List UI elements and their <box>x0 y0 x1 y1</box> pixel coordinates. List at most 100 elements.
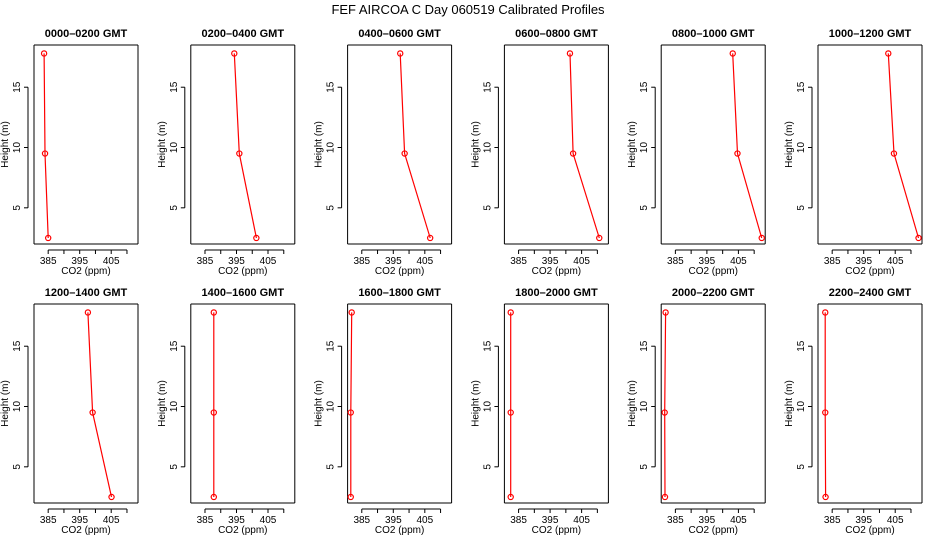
y-tick-label: 10 <box>796 142 807 154</box>
y-tick-label: 15 <box>796 81 807 93</box>
y-axis-label: Height (m) <box>157 380 168 427</box>
y-tick-label: 15 <box>326 340 337 352</box>
x-axis-label: CO2 (ppm) <box>61 525 110 536</box>
x-tick-label: 395 <box>71 256 88 267</box>
x-axis-label: CO2 (ppm) <box>845 525 894 536</box>
y-tick-label: 5 <box>12 464 23 470</box>
y-tick-label: 10 <box>326 142 337 154</box>
x-tick-label: 405 <box>573 515 590 526</box>
x-tick-label: 405 <box>260 256 277 267</box>
profile-point <box>108 493 115 501</box>
profile-point <box>729 50 736 57</box>
profile-point <box>84 309 92 316</box>
profile-point <box>41 150 49 157</box>
y-tick-label: 15 <box>169 81 180 93</box>
x-tick-label: 385 <box>667 515 684 526</box>
profile-line <box>399 53 431 239</box>
y-axis-label: Height (m) <box>627 380 638 427</box>
profile-point <box>507 309 514 316</box>
panel-title: 1600–1800 GMT <box>358 287 441 299</box>
profile-point <box>236 150 243 157</box>
y-tick-label: 15 <box>639 81 650 93</box>
profile-line <box>43 53 49 239</box>
x-tick-label: 405 <box>103 256 120 267</box>
figure-title: FEF AIRCOA C Day 060519 Calibrated Profi… <box>331 2 605 17</box>
panel-title: 0400–0600 GMT <box>358 28 441 40</box>
x-tick-label: 385 <box>510 256 527 267</box>
x-tick-label: 405 <box>573 256 590 267</box>
x-axis-label: CO2 (ppm) <box>218 525 267 536</box>
x-tick-label: 405 <box>103 515 120 526</box>
x-tick-label: 385 <box>824 256 841 267</box>
y-axis-label: Height (m) <box>784 380 795 427</box>
panel-title: 0600–0800 GMT <box>515 28 598 40</box>
y-tick-label: 10 <box>482 401 493 413</box>
profile-line <box>569 53 600 239</box>
y-tick-label: 10 <box>12 142 23 154</box>
x-axis-label: CO2 (ppm) <box>218 266 267 277</box>
profile-line <box>887 53 920 239</box>
profile-point <box>347 409 354 416</box>
profile-point <box>507 409 514 416</box>
x-tick-label: 405 <box>730 515 747 526</box>
y-tick-label: 10 <box>796 401 807 413</box>
y-tick-label: 10 <box>639 142 650 154</box>
profile-point <box>662 309 669 316</box>
y-tick-label: 5 <box>169 464 180 470</box>
profile-point <box>596 234 603 242</box>
profile-point <box>661 493 669 501</box>
profile-point <box>253 234 260 242</box>
y-tick-label: 10 <box>326 401 337 413</box>
y-tick-label: 15 <box>12 340 23 352</box>
profile-point <box>734 150 741 157</box>
y-tick-label: 5 <box>12 205 23 211</box>
y-tick-label: 10 <box>169 142 180 154</box>
profile-point <box>885 50 892 57</box>
x-tick-label: 385 <box>510 515 527 526</box>
profile-point <box>44 234 52 242</box>
x-tick-label: 395 <box>385 256 402 267</box>
x-tick-label: 385 <box>197 256 214 267</box>
profile-point <box>822 409 829 416</box>
profile-point <box>231 50 238 57</box>
x-tick-label: 395 <box>542 515 559 526</box>
y-tick-label: 15 <box>639 340 650 352</box>
profile-point <box>915 234 922 242</box>
profile-point <box>401 150 408 157</box>
x-axis-label: CO2 (ppm) <box>375 266 424 277</box>
y-axis-label: Height (m) <box>0 121 11 168</box>
y-tick-label: 5 <box>482 464 493 470</box>
y-tick-label: 5 <box>326 464 337 470</box>
y-axis-label: Height (m) <box>627 121 638 168</box>
x-axis-label: CO2 (ppm) <box>688 525 737 536</box>
x-tick-label: 395 <box>228 515 245 526</box>
panel-title: 0800–1000 GMT <box>672 28 755 40</box>
x-tick-label: 385 <box>353 515 370 526</box>
y-tick-label: 5 <box>639 464 650 470</box>
profile-point <box>661 409 668 416</box>
profile-point <box>210 409 218 416</box>
y-tick-label: 10 <box>482 142 493 154</box>
x-axis-label: CO2 (ppm) <box>688 266 737 277</box>
y-tick-label: 5 <box>326 205 337 211</box>
y-tick-label: 15 <box>326 81 337 93</box>
x-tick-label: 405 <box>260 515 277 526</box>
x-axis-label: CO2 (ppm) <box>845 266 894 277</box>
profile-point <box>566 50 574 57</box>
y-tick-label: 10 <box>12 401 23 413</box>
y-axis-label: Height (m) <box>0 380 11 427</box>
x-tick-label: 395 <box>855 515 872 526</box>
panel-title: 0200–0400 GMT <box>202 28 285 40</box>
x-tick-label: 395 <box>542 256 559 267</box>
y-axis-label: Height (m) <box>784 121 795 168</box>
x-tick-label: 405 <box>887 515 904 526</box>
profile-point <box>40 50 48 57</box>
